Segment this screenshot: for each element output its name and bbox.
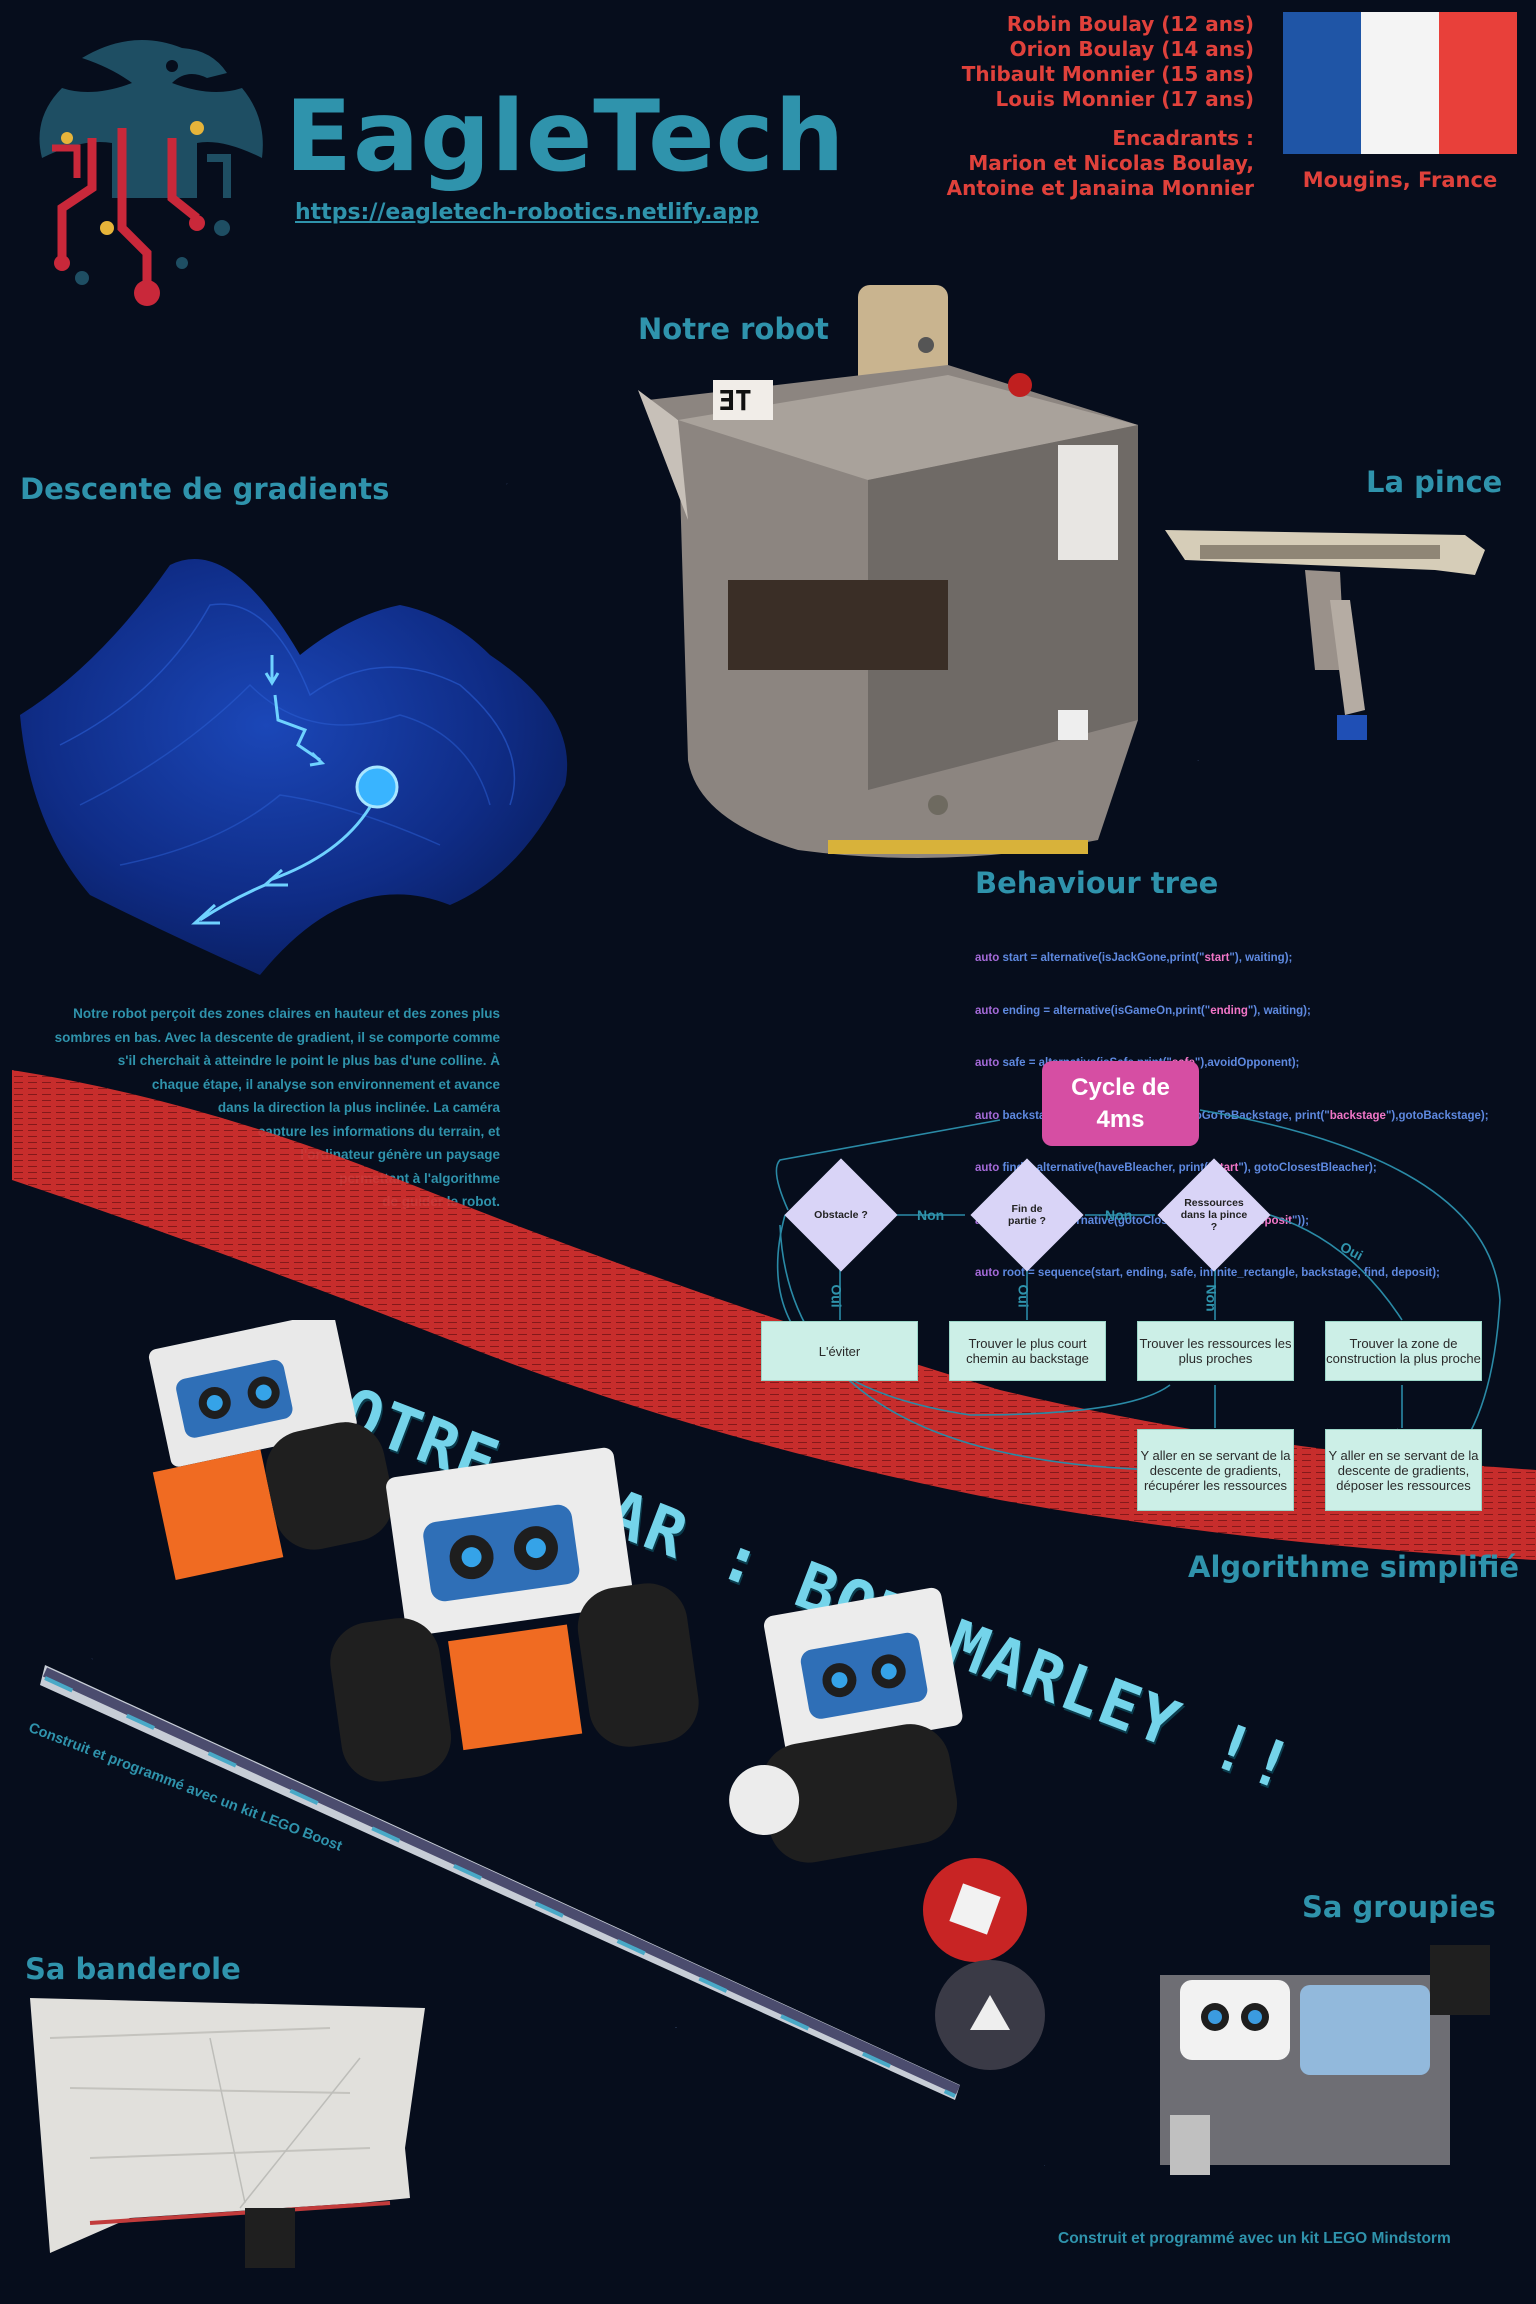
supervisors-title: Encadrants : — [1112, 126, 1254, 150]
gradient-text-line: dans la direction la plus inclinée. La c… — [217, 1100, 500, 1115]
edge-label-no: Non — [1105, 1207, 1133, 1223]
groupies-robot-photo — [1160, 1945, 1490, 2175]
team-member: Orion Boulay (14 ans) — [1009, 37, 1254, 61]
section-title-gradient: Descente de gradients — [20, 472, 390, 506]
gradient-text-line: Notre robot perçoit des zones claires en… — [73, 1006, 500, 1021]
banderole-photo — [30, 1998, 425, 2268]
decision-obstacle-label: Obstacle ? — [814, 1209, 868, 1221]
action-find-zone: Trouver la zone de construction la plus … — [1325, 1321, 1482, 1381]
section-title-algo: Algorithme simplifié — [1188, 1550, 1520, 1584]
action-avoid: L'éviter — [761, 1321, 918, 1381]
eagle-logo-icon — [39, 40, 263, 306]
team-block: Robin Boulay (12 ans) Orion Boulay (14 a… — [947, 12, 1254, 201]
gradient-text-line: capture les informations du terrain, et — [257, 1123, 500, 1139]
action-deposit: Y aller en se servant de la descente de … — [1325, 1429, 1482, 1511]
code-line: auto find = alternative(haveBleacher, pr… — [975, 1162, 1377, 1174]
edge-label-no: Non — [1203, 1284, 1220, 1312]
cycle-box: Cycle de 4ms — [1042, 1061, 1199, 1146]
section-title-pince: La pince — [1366, 465, 1503, 499]
supervisor: Antoine et Janaina Monnier — [946, 176, 1254, 200]
code-line: auto start = alternative(isJackGone,prin… — [975, 952, 1293, 964]
section-title-behaviour: Behaviour tree — [975, 866, 1219, 900]
lego-track-photo — [40, 1665, 961, 2100]
team-member: Louis Monnier (17 ans) — [995, 87, 1254, 111]
gradient-text-line: s'il cherchait à atteindre le point le p… — [117, 1053, 500, 1068]
location: Mougins, France — [1302, 168, 1498, 192]
lego-buttons-photo — [923, 1858, 1045, 2070]
code-line: auto root = sequence(start, ending, safe… — [975, 1267, 1440, 1279]
lego-boost-robots-photo — [148, 1320, 963, 1863]
gradient-text-line: l'ordinateur génère un paysage — [300, 1147, 500, 1162]
gradient-text-line: chaque étape, il analyse son environneme… — [151, 1076, 500, 1092]
decision-resources-label: Ressources dans la pince ? — [1180, 1197, 1248, 1233]
svg-text:ƎT: ƎT — [718, 384, 752, 417]
website-link[interactable]: https://eagletech-robotics.netlify.app — [295, 200, 759, 225]
gripper-photo — [1165, 530, 1485, 740]
gradient-text-line: sombres en bas. Avec la descente de grad… — [54, 1029, 500, 1045]
section-title-robot: Notre robot — [638, 312, 829, 346]
section-title-groupies: Sa groupies — [1302, 1890, 1496, 1924]
edge-label-yes: Oui — [1015, 1284, 1032, 1308]
gradient-landscape-image — [20, 559, 568, 975]
action-find-resources: Trouver les ressources les plus proches — [1137, 1321, 1294, 1381]
main-robot-photo: ƎT — [638, 285, 1138, 858]
section-title-banderole: Sa banderole — [25, 1952, 241, 1986]
edge-label-yes: Oui — [828, 1284, 845, 1308]
code-line: auto ending = alternative(isGameOn,print… — [975, 1004, 1311, 1017]
decision-end-label: Fin de partie ? — [1008, 1203, 1046, 1227]
edge-label-no: Non — [917, 1207, 945, 1223]
team-member: Thibault Monnier (15 ans) — [961, 62, 1254, 86]
brand-name: EagleTech — [285, 80, 846, 194]
caption-lego-mindstorm: Construit et programmé avec un kit LEGO … — [1058, 2230, 1451, 2247]
french-flag — [1283, 12, 1517, 154]
action-backstage: Trouver le plus court chemin au backstag… — [949, 1321, 1106, 1381]
team-member: Robin Boulay (12 ans) — [1006, 12, 1254, 36]
action-collect: Y aller en se servant de la descente de … — [1137, 1429, 1294, 1511]
supervisor: Marion et Nicolas Boulay, — [968, 151, 1254, 175]
